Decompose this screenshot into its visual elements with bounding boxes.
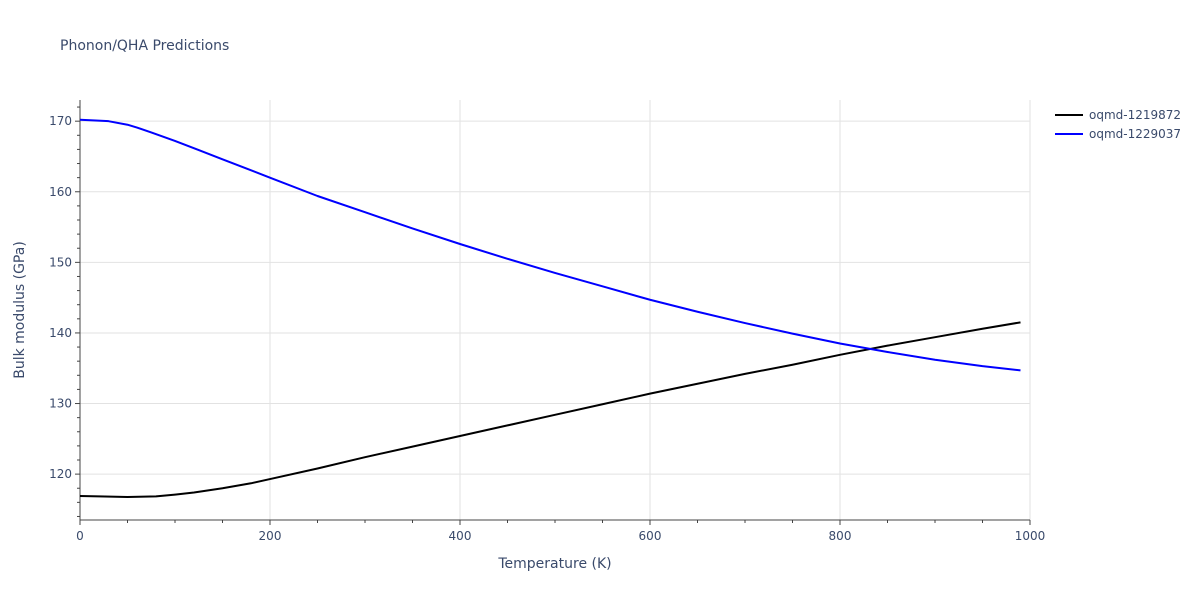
chart-title: Phonon/QHA Predictions (60, 38, 229, 54)
y-tick-label: 170 (49, 114, 72, 128)
grid-layer (80, 100, 1031, 520)
x-tick-label: 0 (76, 529, 84, 543)
legend-label[interactable]: oqmd-1219872 (1089, 108, 1181, 122)
y-axis-title: Bulk modulus (GPa) (12, 241, 28, 379)
legend-label[interactable]: oqmd-1229037 (1089, 127, 1181, 141)
series-layer (79, 118, 1021, 499)
x-tick-label: 200 (259, 529, 282, 543)
legend: oqmd-1219872 oqmd-1229037 (1055, 108, 1181, 141)
y-tick-label: 130 (49, 397, 72, 411)
y-tick-label: 140 (49, 326, 72, 340)
y-tick-label: 160 (49, 185, 72, 199)
axis-layer: 0 200 400 600 800 1000 120 130 140 150 160 170 (49, 100, 1045, 543)
y-tick-label: 150 (49, 255, 72, 269)
series-line-oqmd-1219872 (79, 321, 1021, 499)
series-line-oqmd-1229037 (79, 118, 1021, 372)
x-tick-label: 400 (449, 529, 472, 543)
x-tick-label: 600 (639, 529, 662, 543)
y-tick-label: 120 (49, 467, 72, 481)
x-tick-label: 1000 (1015, 529, 1046, 543)
x-axis-title: Temperature (K) (497, 556, 611, 572)
x-tick-label: 800 (829, 529, 852, 543)
